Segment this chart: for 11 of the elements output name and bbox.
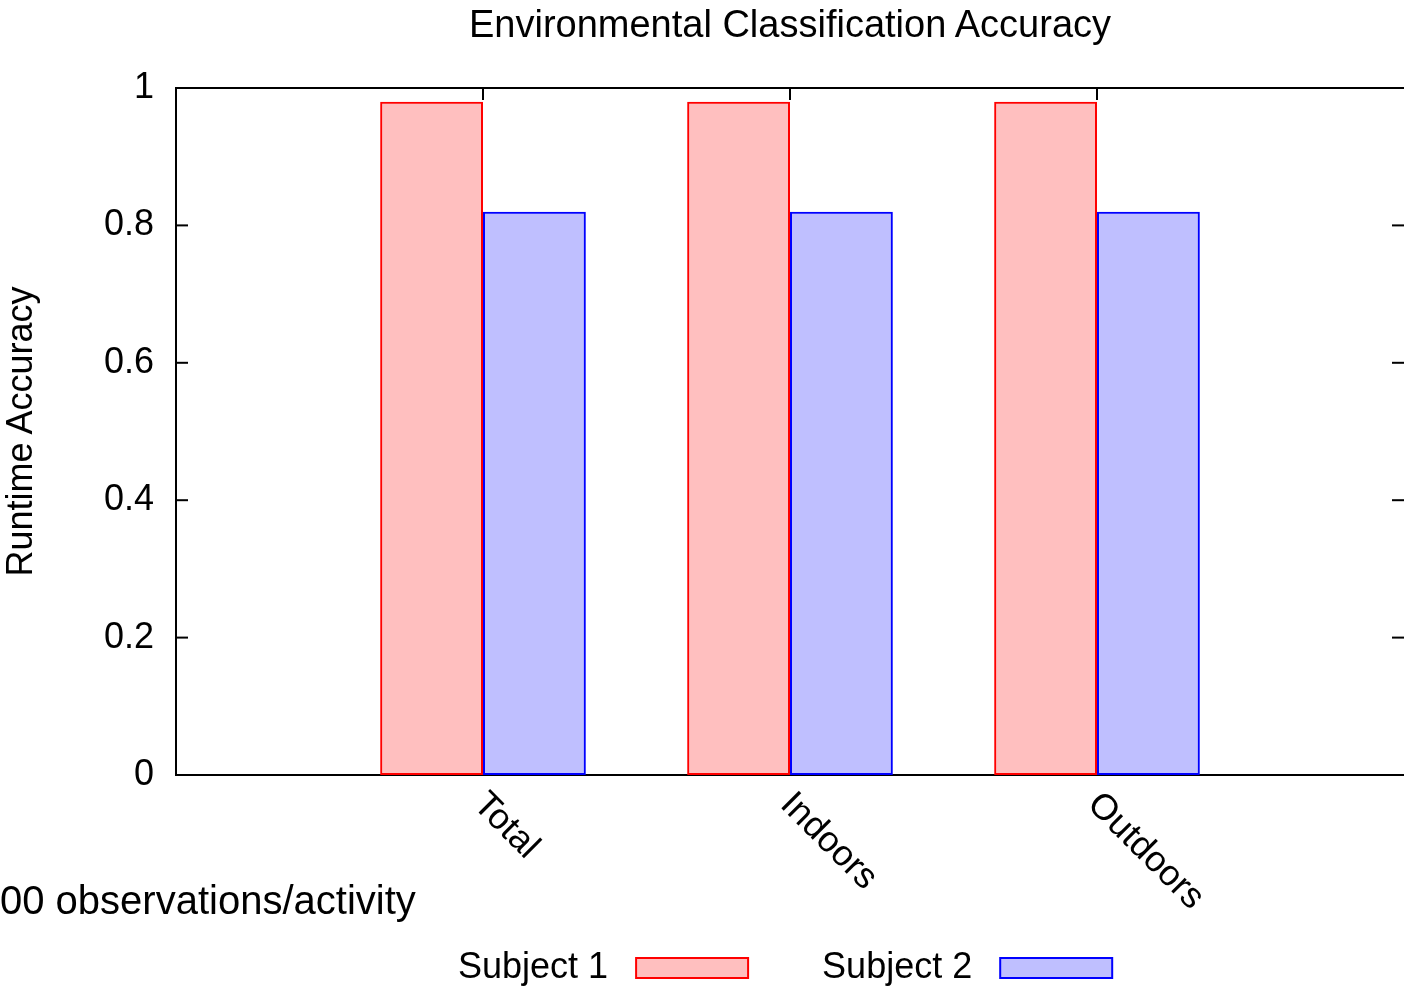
legend-label: Subject 1 — [458, 944, 609, 986]
y-tick-label: 1 — [133, 64, 154, 106]
y-tick-label: 0.4 — [103, 477, 154, 519]
chart-title: Environmental Classification Accuracy — [468, 3, 1112, 46]
text: 00 observations/activity — [0, 878, 416, 923]
y-tick-label: 0.8 — [103, 202, 154, 244]
legend-label: Subject 2 — [822, 944, 973, 986]
y-tick-label: 0.2 — [103, 614, 154, 656]
y-tick-label: 0.6 — [103, 339, 154, 381]
y-axis-title: Runtime Accuracy — [0, 286, 40, 577]
y-tick-label: 0 — [133, 751, 154, 793]
